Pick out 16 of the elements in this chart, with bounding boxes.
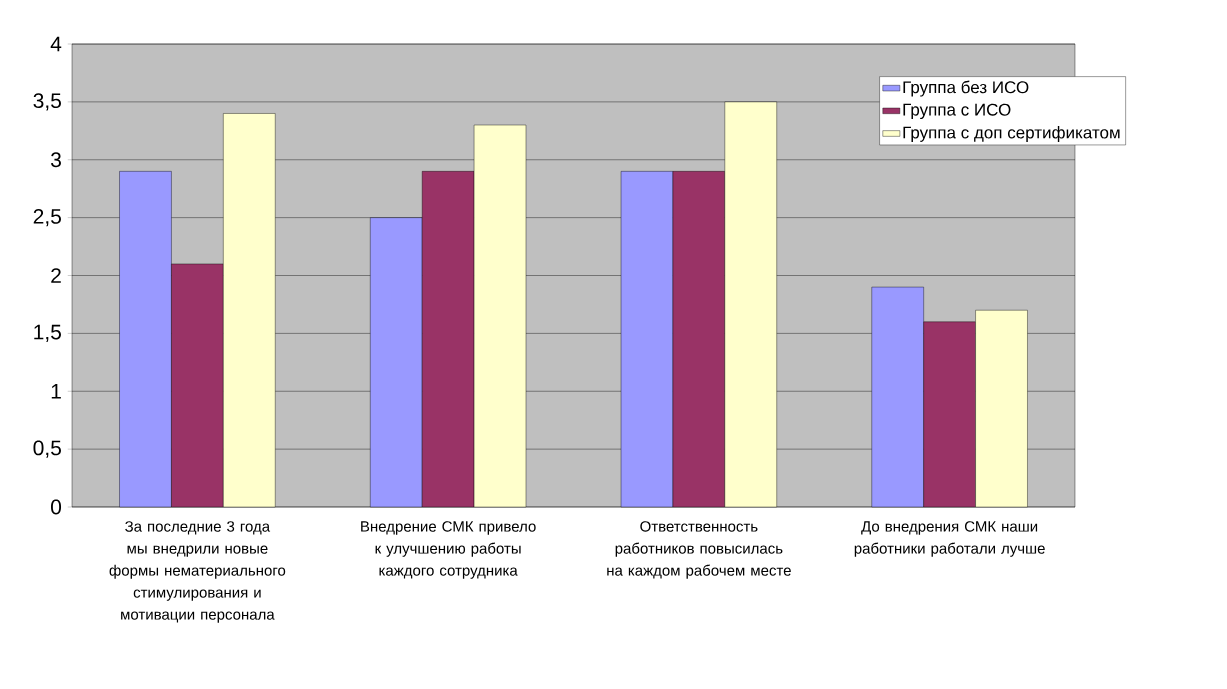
y-tick-label: 3,5 (33, 93, 61, 111)
y-tick-label: 0,5 (33, 440, 61, 458)
y-tick-label: 4 (50, 36, 62, 52)
legend-label: Группа без ИСО (903, 80, 1029, 97)
y-tick-label: 0 (51, 499, 62, 515)
y-tick-label: 1 (51, 384, 61, 399)
x-tick-label: До внедрения СМК наши работники работали лучше (854, 521, 1045, 557)
x-tick-label: Ответственность работников повысилась на каждом рабочем месте (607, 521, 791, 579)
y-tick-label: 3 (50, 152, 61, 168)
legend-label: Группа с доп сертификатом (903, 126, 1120, 142)
y-tick-label: 1,5 (34, 324, 61, 342)
x-tick-label: За последние 3 года мы внедрили новые формы нематериального стимулирования и мотивации персонала (109, 521, 286, 623)
y-tick-label: 2,5 (33, 208, 61, 227)
x-tick-label: Внедрение СМК привело к улучшению работы каждого сотрудника (361, 521, 536, 579)
y-tick-label: 2 (51, 268, 61, 283)
legend-label: Группа с ИСО (903, 103, 1011, 120)
